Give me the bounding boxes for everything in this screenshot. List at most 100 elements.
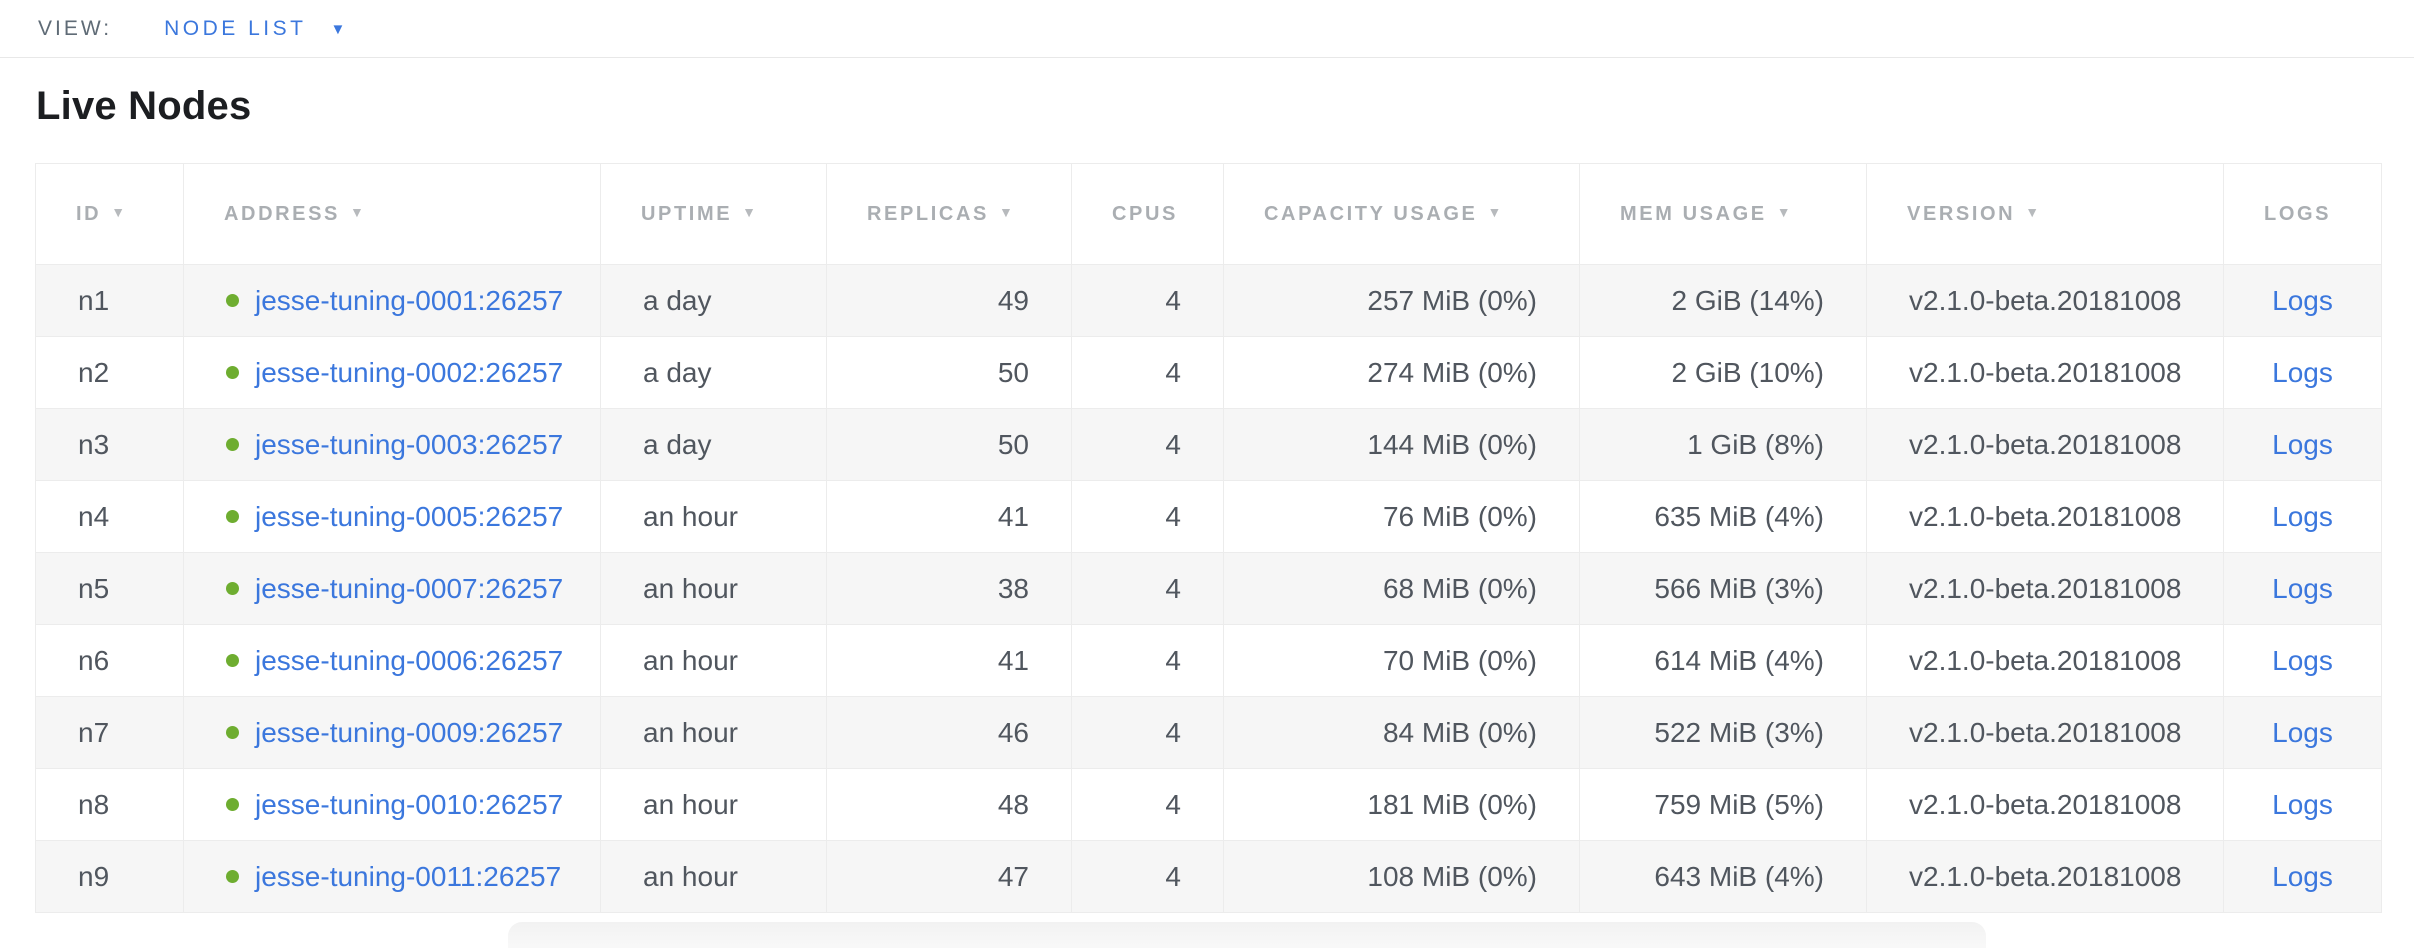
address-link[interactable]: jesse-tuning-0011:26257: [255, 860, 562, 892]
cell-text: 49: [997, 284, 1029, 316]
address-link[interactable]: jesse-tuning-0002:26257: [255, 356, 564, 388]
address-link[interactable]: jesse-tuning-0010:26257: [255, 788, 564, 820]
cell-logs: Logs: [2223, 624, 2382, 697]
cell-text: v2.1.0-beta.20181008: [1909, 716, 2182, 748]
table-row: n2 jesse-tuning-0002:26257 a day 50 4 274 MiB…: [35, 336, 2382, 409]
cell-text: 759 MiB (5%): [1654, 788, 1824, 820]
column-header-uptime[interactable]: UPTIME ▼: [600, 163, 827, 265]
cell-cpus: 4: [1071, 264, 1224, 337]
view-bar: VIEW: NODE LIST ▼: [0, 0, 2414, 58]
cell-text: 635 MiB (4%): [1654, 500, 1824, 532]
table-row: n6 jesse-tuning-0006:26257 an hour 41 4 70 Mi…: [35, 624, 2382, 697]
column-label: VERSION: [1907, 202, 2016, 225]
view-selector[interactable]: NODE LIST ▼: [164, 17, 345, 41]
column-header-version[interactable]: VERSION ▼: [1866, 163, 2224, 265]
dropdown-caret-icon: ▼: [330, 21, 346, 38]
column-header-mem[interactable]: MEM USAGE ▼: [1579, 163, 1867, 265]
cell-text: 614 MiB (4%): [1654, 644, 1824, 676]
cell-text: 4: [1165, 716, 1181, 748]
logs-link[interactable]: Logs: [2272, 788, 2333, 820]
bottom-shadow: [508, 922, 1986, 948]
cell-text: an hour: [643, 860, 738, 892]
column-label: CAPACITY USAGE: [1264, 202, 1478, 225]
cell-id: n3: [35, 408, 184, 481]
cell-id: n8: [35, 768, 184, 841]
node-healthy-icon: [226, 581, 239, 595]
address-link[interactable]: jesse-tuning-0001:26257: [255, 284, 564, 316]
cell-text: an hour: [643, 644, 738, 676]
cell-capacity: 274 MiB (0%): [1223, 336, 1580, 409]
cell-text: n8: [78, 788, 110, 820]
cell-address: jesse-tuning-0010:26257: [183, 768, 601, 841]
address-link[interactable]: jesse-tuning-0005:26257: [255, 500, 564, 532]
cell-text: v2.1.0-beta.20181008: [1909, 428, 2182, 460]
logs-link[interactable]: Logs: [2272, 644, 2333, 676]
column-header-id[interactable]: ID ▼: [35, 163, 184, 265]
logs-link[interactable]: Logs: [2272, 716, 2333, 748]
cell-uptime: an hour: [600, 840, 827, 913]
cell-address: jesse-tuning-0001:26257: [183, 264, 601, 337]
column-header-capacity[interactable]: CAPACITY USAGE ▼: [1223, 163, 1580, 265]
logs-link[interactable]: Logs: [2272, 500, 2333, 532]
cell-uptime: a day: [600, 264, 827, 337]
node-healthy-icon: [226, 653, 239, 667]
cell-address: jesse-tuning-0005:26257: [183, 480, 601, 553]
column-header-address[interactable]: ADDRESS ▼: [183, 163, 601, 265]
column-header-replicas[interactable]: REPLICAS ▼: [826, 163, 1072, 265]
cell-uptime: a day: [600, 408, 827, 481]
cell-id: n6: [35, 624, 184, 697]
cell-text: 108 MiB (0%): [1367, 860, 1537, 892]
address-link[interactable]: jesse-tuning-0006:26257: [255, 644, 564, 676]
cell-text: 47: [997, 860, 1029, 892]
cell-text: 2 GiB (14%): [1671, 284, 1825, 316]
sort-desc-icon: ▼: [1776, 203, 1794, 220]
cell-replicas: 50: [826, 336, 1072, 409]
cell-text: n9: [78, 860, 110, 892]
node-healthy-icon: [226, 365, 239, 379]
cell-text: 41: [997, 500, 1029, 532]
cell-capacity: 76 MiB (0%): [1223, 480, 1580, 553]
logs-link[interactable]: Logs: [2272, 860, 2333, 892]
column-label: ADDRESS: [224, 202, 340, 225]
node-healthy-icon: [226, 797, 239, 811]
cell-mem: 1 GiB (8%): [1579, 408, 1867, 481]
cell-cpus: 4: [1071, 480, 1224, 553]
cell-text: v2.1.0-beta.20181008: [1909, 356, 2182, 388]
page-title: Live Nodes: [36, 84, 252, 128]
logs-link[interactable]: Logs: [2272, 572, 2333, 604]
cell-id: n5: [35, 552, 184, 625]
cell-text: 50: [997, 356, 1029, 388]
cell-text: a day: [643, 428, 712, 460]
cell-cpus: 4: [1071, 768, 1224, 841]
address-link[interactable]: jesse-tuning-0007:26257: [255, 572, 564, 604]
cell-text: an hour: [643, 716, 738, 748]
cell-mem: 522 MiB (3%): [1579, 696, 1867, 769]
view-label: VIEW:: [38, 16, 113, 40]
table-row: n4 jesse-tuning-0005:26257 an hour 41 4 76 Mi…: [35, 480, 2382, 553]
cell-replicas: 48: [826, 768, 1072, 841]
node-healthy-icon: [226, 725, 239, 739]
cell-text: an hour: [643, 500, 738, 532]
address-link[interactable]: jesse-tuning-0009:26257: [255, 716, 564, 748]
column-header-cpus: CPUS: [1071, 163, 1224, 265]
cell-address: jesse-tuning-0003:26257: [183, 408, 601, 481]
cell-capacity: 257 MiB (0%): [1223, 264, 1580, 337]
cell-capacity: 144 MiB (0%): [1223, 408, 1580, 481]
cell-address: jesse-tuning-0002:26257: [183, 336, 601, 409]
cell-logs: Logs: [2223, 768, 2382, 841]
logs-link[interactable]: Logs: [2272, 428, 2333, 460]
cell-replicas: 47: [826, 840, 1072, 913]
node-healthy-icon: [226, 509, 239, 523]
cell-logs: Logs: [2223, 480, 2382, 553]
sort-desc-icon: ▼: [111, 203, 128, 220]
cell-replicas: 41: [826, 624, 1072, 697]
cell-address: jesse-tuning-0006:26257: [183, 624, 601, 697]
cell-id: n4: [35, 480, 184, 553]
table-header: ID ▼ ADDRESS ▼ UPTIME ▼ REPLICAS ▼ CPUS CAPACITY …: [35, 163, 2382, 265]
address-link[interactable]: jesse-tuning-0003:26257: [255, 428, 564, 460]
cell-capacity: 84 MiB (0%): [1223, 696, 1580, 769]
cell-text: 274 MiB (0%): [1367, 356, 1537, 388]
logs-link[interactable]: Logs: [2272, 356, 2333, 388]
logs-link[interactable]: Logs: [2272, 284, 2333, 316]
